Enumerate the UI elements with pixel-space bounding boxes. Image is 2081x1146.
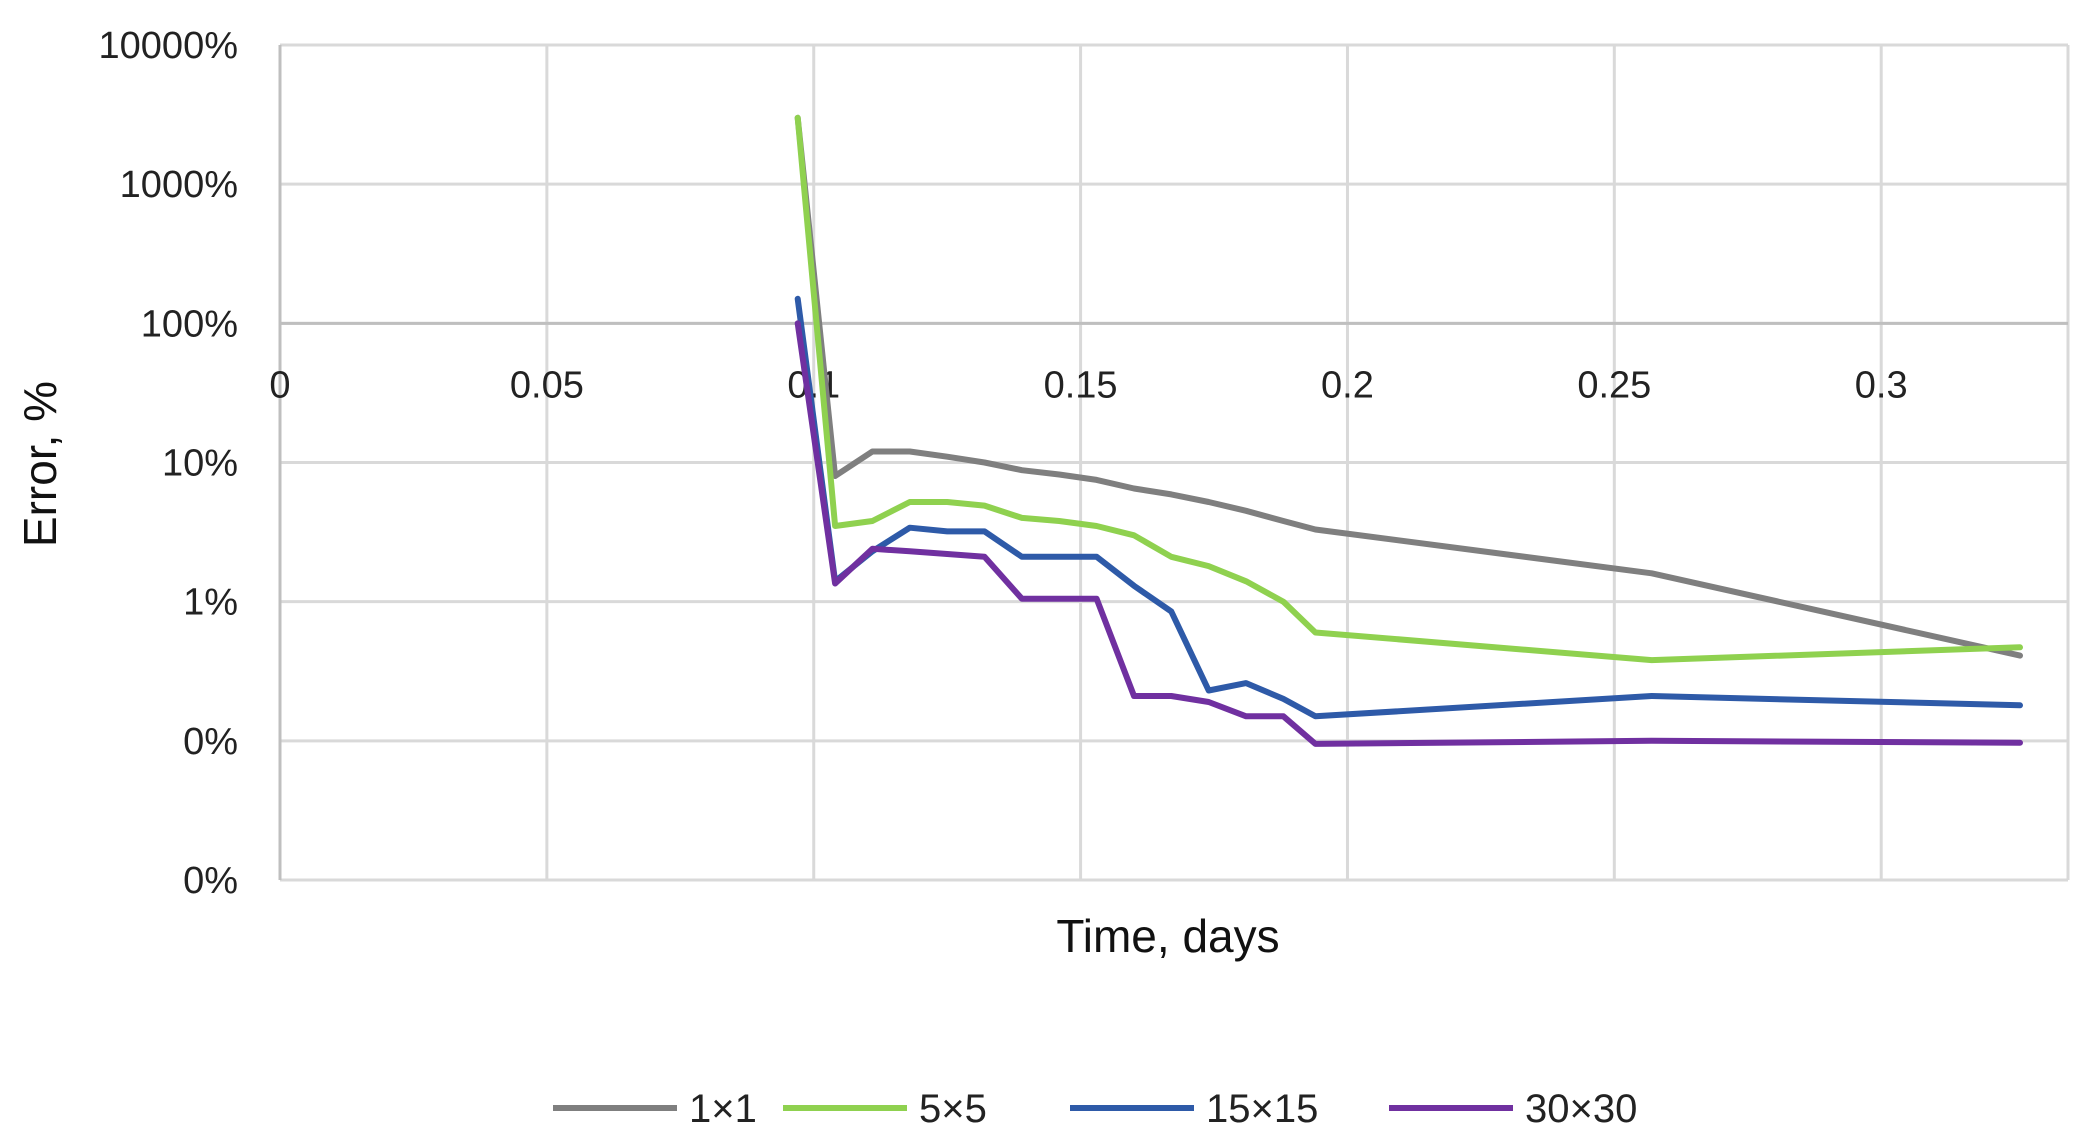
legend-label: 30×30 [1525,1087,1637,1131]
x-tick-label: 0.3 [1855,364,1908,406]
x-tick-labels: 0 0.05 0.1 0.15 0.2 0.25 0.3 [269,364,1907,406]
series-lines [794,114,2023,747]
x-tick-label: 0.05 [510,364,584,406]
legend-label: 5×5 [919,1087,987,1131]
y-tick-label: 1% [183,582,238,624]
y-tick-label: 10% [162,443,238,485]
x-tick-label: 0.2 [1321,364,1374,406]
y-tick-labels: 10000% 1000% 100% 10% 1% 0% 0% [99,25,238,902]
legend-label: 15×15 [1206,1087,1318,1131]
y-axis-title: Error, % [14,381,66,547]
series-line [794,114,2023,664]
x-tick-label: 0 [269,364,290,406]
x-tick-label: 0.15 [1044,364,1118,406]
series-line [794,114,2023,659]
x-axis-title: Time, days [1056,910,1279,962]
y-tick-label: 0% [183,721,238,763]
legend-label: 1×1 [689,1087,757,1131]
y-tick-label: 0% [183,860,238,902]
y-tick-label: 10000% [99,25,238,67]
y-tick-label: 100% [141,303,238,345]
legend: 1×1 5×5 15×15 30×30 [553,1087,1637,1131]
series-line [794,295,2023,720]
series-line [794,320,2023,747]
y-tick-label: 1000% [120,164,238,206]
gridlines [278,43,2070,882]
x-tick-label: 0.25 [1577,364,1651,406]
